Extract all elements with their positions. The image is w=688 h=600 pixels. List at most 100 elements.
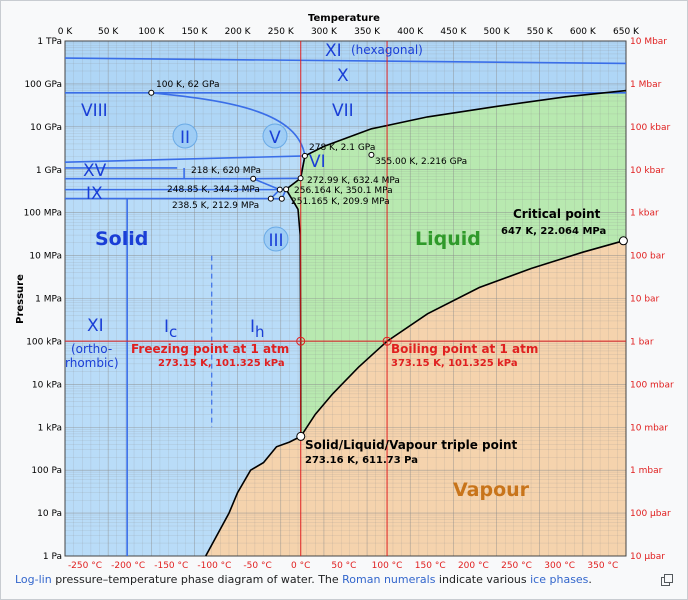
pascal-tick-label: 1 GPa [36, 166, 62, 176]
bar-tick-label: 100 kbar [630, 123, 670, 133]
liquid-region-fill [286, 90, 626, 437]
data-point-2 [368, 151, 375, 158]
x-axis-title: Temperature [308, 13, 380, 24]
celsius-tick-label: 100 °C [372, 561, 403, 571]
phase-label-xv: XV [83, 161, 107, 181]
celsius-tick-label: 50 °C [331, 561, 356, 571]
boiling-point-label: Boiling point at 1 atm [391, 342, 538, 356]
phase-label-ix: IX [86, 184, 103, 204]
figure-caption: Log-lin pressure–temperature phase diagr… [15, 573, 655, 586]
pascal-tick-label: 1 Pa [43, 552, 62, 562]
phase-label-xi-hexagonal: XI [325, 41, 342, 61]
point-label-238-5k-212-9mpa: 238.5 K, 212.9 MPa [172, 201, 259, 211]
y-axis-title: Pressure [15, 274, 26, 324]
data-point-10 [618, 236, 628, 246]
bar-tick-label: 1 mbar [630, 466, 663, 476]
celsius-tick-label: 0 °C [291, 561, 310, 571]
celsius-tick-label: 350 °C [587, 561, 618, 571]
data-point-0 [148, 89, 155, 96]
bar-tick-label: 10 Mbar [630, 37, 667, 47]
boiling-curve [300, 240, 624, 437]
phase-label-viii: VIII [81, 101, 108, 121]
triple-point-label: Solid/Liquid/Vapour triple point [305, 438, 518, 452]
kelvin-tick-label: 600 K [570, 27, 597, 37]
bar-tick-label: 100 μbar [630, 509, 671, 519]
celsius-tick-label: -150 °C [154, 561, 188, 571]
enlarge-icon[interactable] [661, 574, 673, 586]
pascal-tick-label: 100 GPa [24, 80, 62, 90]
pascal-tick-label: 1 TPa [37, 37, 62, 47]
bar-tick-label: 1 Mbar [630, 80, 662, 90]
kelvin-tick-label: 250 K [268, 27, 295, 37]
bar-tick-label: 100 mbar [630, 380, 674, 390]
kelvin-tick-label: 0 K [58, 27, 74, 37]
phase-label-xi-hexagonal-sub: (hexagonal) [351, 43, 423, 57]
phase-label-xi-ortho-line2: rhombic) [65, 356, 119, 370]
bar-tick-label: 10 mbar [630, 423, 668, 433]
ice-boundary-viii-vi [64, 155, 305, 163]
bar-tick-label: 1 kbar [630, 209, 659, 219]
celsius-tick-label: 150 °C [415, 561, 446, 571]
celsius-tick-label: 250 °C [501, 561, 532, 571]
pascal-tick-label: 100 MPa [24, 209, 62, 219]
critical-point-label: Critical point [513, 207, 601, 221]
phase-label-ic-main: I [164, 317, 169, 337]
vapour-region-fill [205, 240, 626, 557]
point-label-272-99k-632-4mpa: 272.99 K, 632.4 MPa [307, 176, 400, 186]
celsius-tick-label: -250 °C [68, 561, 102, 571]
kelvin-tick-label: 400 K [397, 27, 424, 37]
data-point-9 [296, 431, 306, 441]
pascal-tick-label: 10 GPa [30, 123, 62, 133]
ice-boundary-xi-x [64, 57, 627, 65]
kelvin-tick-label: 450 K [440, 27, 467, 37]
phase-badge-ii [172, 123, 198, 149]
data-point-1 [301, 152, 308, 159]
point-label-278k-2-1gpa: 278 K, 2.1 GPa [309, 143, 375, 153]
pascal-tick-label: 100 kPa [26, 337, 62, 347]
data-point-7 [278, 195, 285, 202]
celsius-tick-label: 200 °C [458, 561, 489, 571]
phase-label-x: X [337, 66, 349, 86]
phase-badge-v [262, 123, 288, 149]
pascal-tick-label: 1 kPa [38, 423, 62, 433]
data-point-3 [250, 175, 257, 182]
data-point-6 [283, 186, 290, 193]
phase-label-iii: III [268, 231, 283, 251]
freezing-point-label: Freezing point at 1 atm [131, 342, 289, 356]
plot-border [64, 40, 627, 557]
bar-tick-label: 10 kbar [630, 166, 665, 176]
phase-label-xi-ortho-line1: (ortho- [71, 342, 112, 356]
phase-label-xi-ortho: XI [87, 316, 104, 336]
phase-badge-iii [263, 226, 289, 252]
caption-link-ice-phases[interactable]: ice phases [530, 573, 589, 586]
kelvin-tick-label: 150 K [181, 27, 208, 37]
freezing-point-value: 273.15 K, 101.325 kPa [158, 358, 285, 369]
phase-label-ii: II [180, 128, 190, 148]
point-label-251-165k-209-9mpa: 251.165 K, 209.9 MPa [291, 197, 390, 207]
caption-link-log-lin[interactable]: Log-lin [15, 573, 52, 586]
liquid-region-label: Liquid [415, 228, 481, 250]
caption-link-roman-numerals[interactable]: Roman numerals [342, 573, 436, 586]
celsius-tick-label: -50 °C [243, 561, 271, 571]
kelvin-tick-label: 100 K [138, 27, 165, 37]
caption-text-3: . [588, 573, 592, 586]
kelvin-tick-label: 500 K [484, 27, 511, 37]
bar-tick-label: 10 μbar [630, 552, 665, 562]
phase-label-ic: Ic [164, 317, 177, 341]
kelvin-tick-label: 350 K [354, 27, 381, 37]
celsius-tick-label: -200 °C [111, 561, 145, 571]
phase-label-ih-main: I [250, 317, 255, 337]
phase-label-v: V [269, 128, 281, 148]
triple-point-value: 273.16 K, 611.73 Pa [305, 455, 418, 466]
bar-tick-label: 10 bar [630, 295, 660, 305]
pascal-tick-label: 1 MPa [35, 295, 62, 305]
kelvin-tick-label: 50 K [98, 27, 119, 37]
data-point-4 [297, 175, 304, 182]
phase-label-ih: Ih [250, 317, 265, 341]
phase-diagram: 0 K 50 K 100 K 150 K 200 K 250 K 300 K 350 K 400… [15, 13, 674, 571]
data-point-8 [267, 195, 274, 202]
critical-point-value: 647 K, 22.064 MPa [501, 226, 606, 237]
kelvin-tick-label: 650 K [613, 27, 640, 37]
phase-label-ih-sub: h [255, 323, 265, 341]
